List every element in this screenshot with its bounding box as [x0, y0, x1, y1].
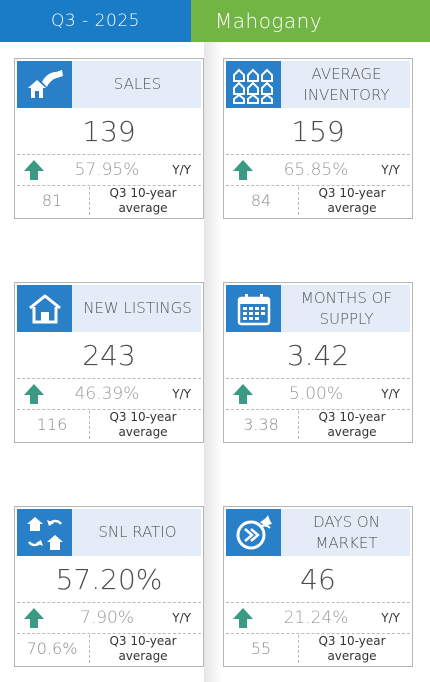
metric-card-new-listings: NEW LISTINGS 243 46.39% Y/Y 116 Q3 10-ye… [14, 282, 204, 443]
average-label: Q3 10-year average [109, 634, 177, 663]
clock-speed-icon [226, 509, 281, 556]
metric-card-sales: SALES 139 57.95% Y/Y 81 Q3 10-year avera… [14, 58, 204, 219]
calendar-icon [226, 285, 281, 332]
average-label: Q3 10-year average [318, 410, 386, 439]
card-header: AVERAGE INVENTORY [226, 61, 410, 108]
divider [89, 411, 90, 439]
average-row: 84 Q3 10-year average [226, 185, 410, 217]
houses-exchange-icon [17, 509, 72, 556]
up-arrow-icon [24, 608, 44, 628]
card-title: NEW LISTINGS [83, 299, 192, 317]
divider [298, 187, 299, 215]
yoy-label: Y/Y [172, 611, 191, 625]
metric-value: 3.42 [286, 339, 350, 372]
card-title: DAYS ON MARKET [313, 512, 380, 552]
average-value: 116 [36, 415, 68, 434]
average-value: 55 [250, 639, 272, 658]
yoy-percent: 46.39% [74, 384, 140, 404]
yoy-row: 65.85% Y/Y [226, 154, 410, 186]
average-row: 116 Q3 10-year average [17, 409, 201, 441]
average-value: 3.38 [243, 415, 279, 434]
metric-card-average-inventory: AVERAGE INVENTORY 159 65.85% Y/Y 84 Q3 1… [223, 58, 413, 219]
yoy-percent: 5.00% [288, 384, 343, 404]
card-header: SALES [17, 61, 201, 108]
metric-value: 243 [82, 339, 136, 372]
metric-card-snl-ratio: SNL RATIO 57.20% 7.90% Y/Y 70.6% Q3 10-y… [14, 506, 204, 667]
average-row: 55 Q3 10-year average [226, 633, 410, 665]
up-arrow-icon [233, 608, 253, 628]
yoy-row: 7.90% Y/Y [17, 602, 201, 634]
yoy-percent: 65.85% [283, 160, 349, 180]
card-header: NEW LISTINGS [17, 285, 201, 332]
up-arrow-icon [24, 384, 44, 404]
house-icon [17, 285, 72, 332]
yoy-row: 5.00% Y/Y [226, 378, 410, 410]
yoy-label: Y/Y [381, 611, 400, 625]
divider [89, 635, 90, 663]
metric-value: 159 [291, 115, 345, 148]
divider [298, 635, 299, 663]
average-row: 3.38 Q3 10-year average [226, 409, 410, 441]
yoy-label: Y/Y [381, 163, 400, 177]
divider [89, 187, 90, 215]
up-arrow-icon [233, 160, 253, 180]
card-title: SALES [113, 75, 162, 93]
yoy-row: 21.24% Y/Y [226, 602, 410, 634]
metric-card-months-of-supply: MONTHS OF SUPPLY 3.42 5.00% Y/Y 3.38 Q3 … [223, 282, 413, 443]
average-value: 81 [41, 191, 63, 210]
card-header: SNL RATIO [17, 509, 201, 556]
yoy-label: Y/Y [381, 387, 400, 401]
card-title: SNL RATIO [98, 523, 177, 541]
yoy-label: Y/Y [172, 163, 191, 177]
metric-value: 57.20% [55, 563, 163, 596]
yoy-percent: 57.95% [74, 160, 140, 180]
card-header: DAYS ON MARKET [226, 509, 410, 556]
card-title: MONTHS OF SUPPLY [300, 288, 393, 328]
average-row: 81 Q3 10-year average [17, 185, 201, 217]
yoy-percent: 21.24% [283, 608, 349, 628]
card-title: AVERAGE INVENTORY [303, 64, 390, 104]
column-divider [204, 42, 222, 682]
average-row: 70.6% Q3 10-year average [17, 633, 201, 665]
average-label: Q3 10-year average [318, 634, 386, 663]
yoy-percent: 7.90% [79, 608, 134, 628]
yoy-row: 46.39% Y/Y [17, 378, 201, 410]
average-label: Q3 10-year average [318, 186, 386, 215]
up-arrow-icon [24, 160, 44, 180]
period-label: Q3 - 2025 [0, 0, 191, 42]
up-arrow-icon [233, 384, 253, 404]
card-header: MONTHS OF SUPPLY [226, 285, 410, 332]
area-label: Mahogany [191, 0, 430, 42]
average-value: 70.6% [26, 639, 78, 658]
houses-grid-icon [226, 61, 281, 108]
metric-value: 46 [300, 563, 336, 596]
yoy-label: Y/Y [172, 387, 191, 401]
average-label: Q3 10-year average [109, 186, 177, 215]
average-value: 84 [250, 191, 272, 210]
divider [298, 411, 299, 439]
yoy-row: 57.95% Y/Y [17, 154, 201, 186]
metric-card-days-on-market: DAYS ON MARKET 46 21.24% Y/Y 55 Q3 10-ye… [223, 506, 413, 667]
average-label: Q3 10-year average [109, 410, 177, 439]
house-hand-icon [17, 61, 72, 108]
metric-value: 139 [82, 115, 136, 148]
